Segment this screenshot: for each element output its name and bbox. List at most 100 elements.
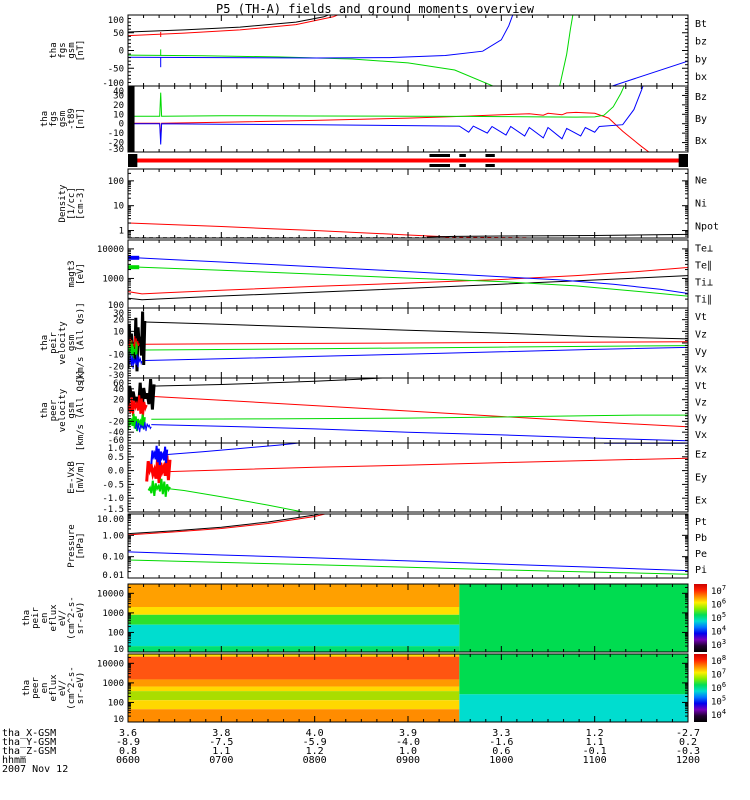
spectrogram-band: [128, 679, 460, 687]
ephemeris-value: 4.0: [305, 728, 324, 739]
legend-By: By: [695, 114, 707, 125]
flag-edge-mark: [128, 154, 138, 167]
noise-#000000: [128, 378, 156, 414]
time-label: 1100: [582, 755, 607, 766]
series-Te-par: [128, 275, 688, 301]
legend-Bx: Bx: [695, 136, 707, 147]
y-axis-label: Pressure: [67, 524, 77, 567]
y-axis-label: [nPa]: [76, 532, 86, 559]
series-Bx: [128, 86, 644, 145]
y-axis-label: peer: [31, 677, 41, 699]
ephemeris-value: -8.9: [115, 737, 141, 748]
noise-#00d900: [147, 478, 171, 497]
time-label: 0900: [395, 755, 421, 766]
ytick-label: 10000: [97, 659, 124, 669]
legend-Pi: Pi: [695, 565, 707, 576]
legend-Te∥: Te∥: [695, 261, 712, 272]
ytick-label: 100: [108, 16, 124, 26]
ytick-label: 0: [119, 120, 124, 130]
ytick-label: 10000: [97, 245, 124, 255]
ephemeris-value: 3.8: [212, 728, 231, 739]
y-axis-label: velocity: [58, 321, 68, 365]
y-axis-label: peir: [31, 607, 41, 629]
y-axis-label: sr-eV): [76, 602, 86, 635]
colorbar-label: 107: [711, 667, 726, 680]
panel-frame: [127, 442, 689, 513]
colorbar-label: 104: [711, 625, 726, 638]
legend-Te⊥: Te⊥: [695, 244, 713, 255]
ytick-label: 100: [108, 698, 124, 708]
ytick-label: 0.01: [102, 571, 124, 581]
ytick-label: -10: [108, 129, 124, 139]
series-Pb: [128, 514, 326, 536]
series-bx-return: [612, 60, 688, 86]
flag-mark: [429, 164, 450, 167]
y-axis-label: en: [40, 613, 50, 624]
series-Ti-perp: [128, 256, 688, 294]
flag-mark: [459, 164, 466, 167]
colorbar-label: 104: [711, 708, 726, 721]
y-axis-label: -t89: [67, 108, 77, 130]
spectrogram-band: [459, 694, 688, 722]
ytick-label: 10: [113, 327, 124, 337]
ephemeris-value: 1.0: [398, 746, 418, 757]
ytick-label: 1.0: [108, 444, 124, 454]
y-axis-label: eflux: [49, 604, 59, 632]
y-axis-label: [eV]: [76, 263, 86, 285]
series-By: [128, 86, 625, 118]
ephemeris-row-label: tha_Z-GSM: [2, 746, 57, 757]
ytick-label: 40: [113, 87, 124, 97]
y-axis-label: [1/cc]: [67, 187, 77, 220]
flag-mark: [485, 164, 495, 167]
legend-Bt: Bt: [695, 19, 707, 30]
y-axis-label: [nT]: [76, 108, 86, 130]
series-Ez: [155, 457, 688, 473]
y-axis-label: (cm^2-s-: [67, 596, 77, 639]
legend-Ti⊥: Ti⊥: [695, 278, 713, 289]
ytick-label: 0.0: [108, 467, 124, 477]
flag-mark: [429, 154, 450, 157]
legend-Ti∥: Ti∥: [695, 295, 712, 306]
ytick-label: 10: [113, 715, 124, 725]
series-bx: [128, 15, 514, 59]
spectrogram-band: [128, 584, 460, 608]
ytick-label: -50: [108, 64, 124, 74]
time-label: 0600: [115, 755, 141, 766]
ephemeris-value: -0.3: [675, 746, 701, 757]
colorbar-label: 105: [711, 611, 726, 624]
legend-Vt: Vt: [695, 312, 707, 323]
ytick-label: 20: [113, 101, 124, 111]
legend-Ey: Ey: [695, 473, 707, 484]
ephemeris-value: 1.2: [305, 746, 324, 757]
legend-Ne: Ne: [695, 176, 707, 187]
legend-bz: bz: [695, 37, 707, 48]
ytick-label: -20: [108, 139, 124, 149]
ytick-label: 1000: [102, 609, 124, 619]
legend-bx: bx: [695, 72, 707, 83]
date-label: 2007 Nov 12: [2, 764, 69, 775]
y-axis-label: [km/s (All Qs)]: [76, 370, 86, 451]
ephemeris-row-label: tha_Y-GSM: [2, 737, 57, 748]
y-axis-label: Density: [58, 184, 68, 223]
series-Ex: [155, 443, 300, 456]
ephemeris-row-label: tha_X-GSM: [2, 728, 57, 739]
panel-frame: [127, 513, 689, 579]
colorbar-label: 103: [711, 638, 726, 651]
ytick-label: 20: [113, 396, 124, 406]
ephemeris-value: -0.1: [582, 746, 607, 757]
y-axis-label: [mV/m]: [76, 461, 86, 494]
y-axis-label: tha: [40, 402, 50, 418]
panel-peir-eflux: 10000 1000 100 10 tha peir en eflux eV/(cm^2-s-s…: [22, 583, 726, 655]
noise-#0000ff: [129, 353, 143, 369]
legend-Ni: Ni: [695, 199, 707, 210]
y-axis-label: gsm: [67, 42, 77, 58]
spectrogram-band: [128, 624, 460, 647]
legend-Npot: Npot: [695, 222, 719, 233]
ytick-label: 0: [119, 407, 124, 417]
y-axis-label: eV/: [58, 610, 68, 626]
ytick-label: -40: [108, 428, 124, 438]
spectrogram-band: [128, 691, 460, 701]
